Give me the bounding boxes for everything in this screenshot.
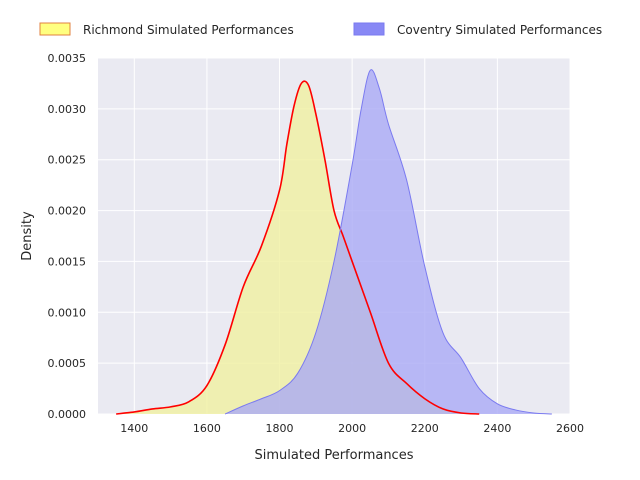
density-line-coventry bbox=[224, 69, 552, 415]
y-tick-label: 0.0010 bbox=[48, 306, 87, 319]
density-area-coventry bbox=[225, 69, 552, 414]
x-tick-label: 1800 bbox=[266, 422, 294, 435]
x-tick-label: 2200 bbox=[411, 422, 439, 435]
legend-label: Coventry Simulated Performances bbox=[397, 23, 602, 37]
y-tick-label: 0.0005 bbox=[48, 357, 87, 370]
legend-label: Richmond Simulated Performances bbox=[83, 23, 294, 37]
legend-swatch bbox=[353, 22, 385, 36]
y-tick-label: 0.0000 bbox=[48, 408, 87, 421]
x-tick-label: 2400 bbox=[483, 422, 511, 435]
y-tick-label: 0.0020 bbox=[48, 205, 87, 218]
density-line-richmond bbox=[116, 80, 480, 415]
x-tick-label: 1600 bbox=[193, 422, 221, 435]
x-tick-label: 2000 bbox=[338, 422, 366, 435]
y-tick-label: 0.0030 bbox=[48, 103, 87, 116]
density-area-richmond bbox=[116, 81, 480, 414]
x-tick-label: 2600 bbox=[556, 422, 584, 435]
x-ticks: 1400 1600 1800 2000 2200 2400 2600 bbox=[120, 422, 584, 435]
density-areas bbox=[116, 69, 552, 415]
legend-swatch bbox=[39, 22, 71, 36]
y-tick-label: 0.0035 bbox=[48, 52, 87, 65]
y-axis-label: Density bbox=[20, 211, 35, 261]
x-axis-label: Simulated Performances bbox=[255, 448, 414, 463]
legend: Richmond Simulated Performances Coventry … bbox=[39, 22, 602, 37]
y-tick-label: 0.0025 bbox=[48, 154, 87, 167]
y-ticks: 0.0000 0.0005 0.0010 0.0015 0.0020 0.0025 0.00… bbox=[48, 52, 87, 421]
y-tick-label: 0.0015 bbox=[48, 255, 87, 268]
x-tick-label: 1400 bbox=[120, 422, 148, 435]
